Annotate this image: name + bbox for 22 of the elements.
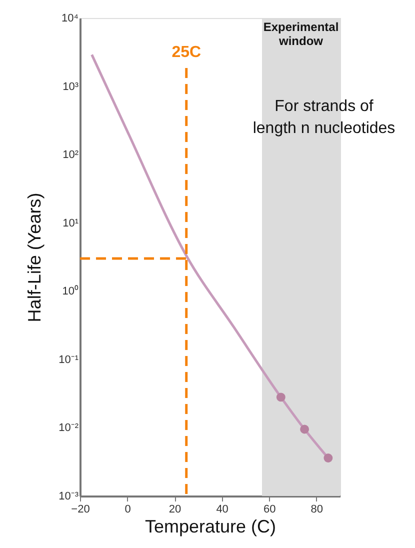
y-tick-label: 10⁻¹ (58, 354, 79, 366)
x-tick-label: 0 (124, 504, 131, 516)
annotation: For strands of length n nucleotides (252, 98, 396, 137)
y-tick-label: 10⁴ (62, 12, 79, 24)
y-tick-label: 10⁻³ (58, 490, 79, 502)
y-tick-label: 10⁰ (62, 284, 78, 298)
x-tick-label: 40 (216, 504, 228, 516)
point (300, 424, 310, 434)
y-tick-label: 10³ (62, 80, 79, 93)
x-tick-label: 80 (310, 504, 323, 516)
x-tick-label: 60 (263, 504, 276, 516)
y-tick-label: 10² (62, 149, 79, 162)
x-axis-title: Temperature (C) (144, 516, 276, 536)
x-tick-label: −20 (71, 504, 90, 516)
point (276, 392, 286, 402)
band-label: Experimental window (263, 20, 339, 48)
y-tick-label: 10¹ (62, 217, 79, 230)
ref-line-label: 25C (172, 44, 202, 61)
y-axis-title: Half-Life (Years) (24, 192, 45, 322)
x-tick-label: 20 (168, 504, 182, 516)
y-tick-label: 10⁻² (58, 422, 79, 434)
point (324, 454, 333, 462)
